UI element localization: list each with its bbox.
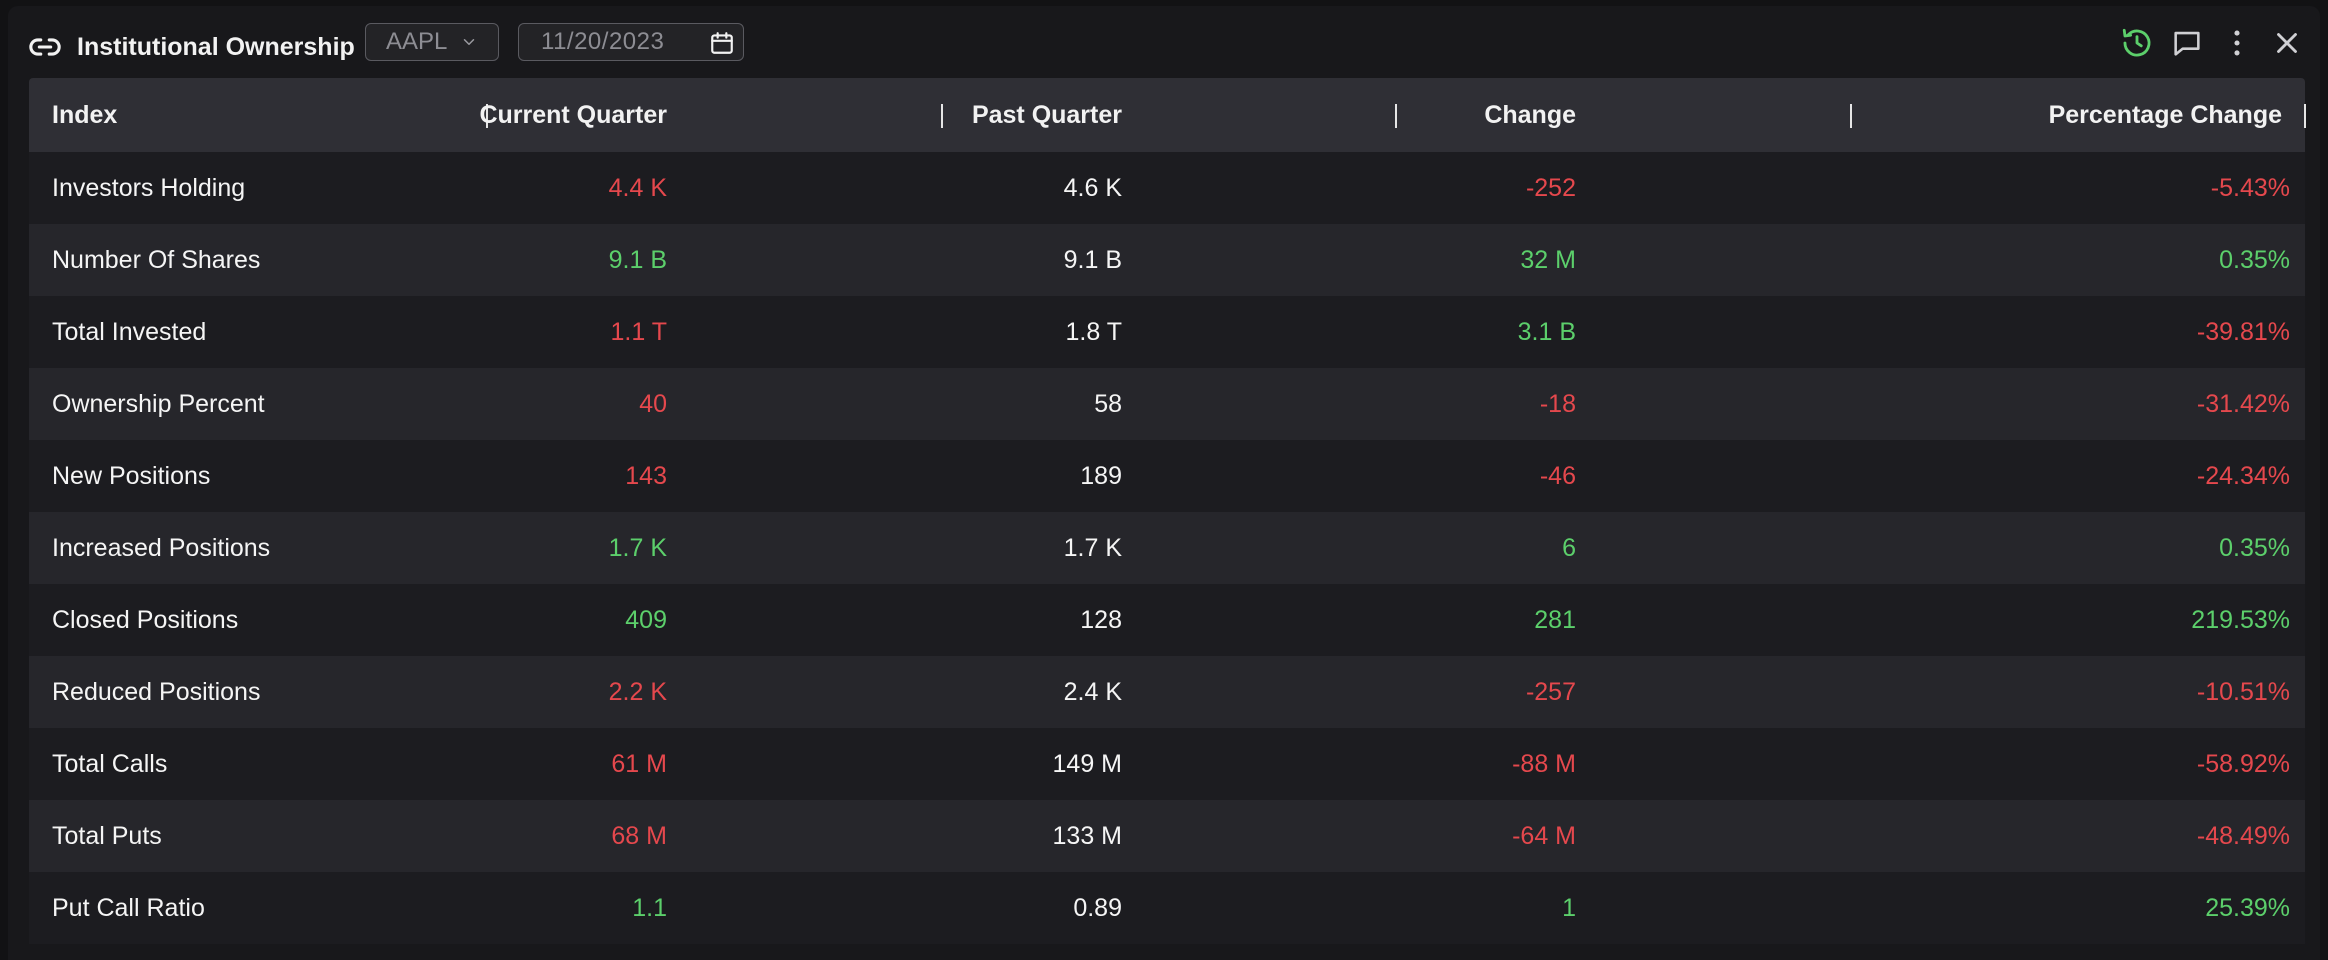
cell-index: Increased Positions [52, 534, 271, 562]
link-icon[interactable] [28, 30, 62, 64]
table-row[interactable]: Number Of Shares 9.1 B 9.1 B 32 M 0.35% [29, 224, 2305, 296]
cell-percentage-change: 219.53% [2191, 606, 2290, 634]
history-icon[interactable] [2120, 26, 2154, 60]
calendar-icon[interactable] [709, 30, 735, 56]
cell-index: Ownership Percent [52, 390, 265, 418]
table-row[interactable]: Put Call Ratio 1.1 0.89 1 25.39% [29, 872, 2305, 944]
cell-current-quarter: 40 [639, 390, 667, 418]
cell-past-quarter: 58 [1094, 390, 1122, 418]
cell-percentage-change: -10.51% [2196, 678, 2290, 706]
widget-title: Institutional Ownership [77, 33, 355, 61]
cell-current-quarter: 4.4 K [608, 174, 667, 202]
cell-current-quarter: 1.7 K [608, 534, 667, 562]
column-resize-handle[interactable] [2304, 104, 2306, 128]
cell-past-quarter: 128 [1080, 606, 1122, 634]
table-row[interactable]: New Positions 143 189 -46 -24.34% [29, 440, 2305, 512]
column-resize-handle[interactable] [486, 104, 488, 128]
table-row[interactable]: Total Calls 61 M 149 M -88 M -58.92% [29, 728, 2305, 800]
cell-index: Closed Positions [52, 606, 239, 634]
column-resize-handle[interactable] [1395, 104, 1397, 128]
comment-icon[interactable] [2170, 26, 2204, 60]
cell-past-quarter: 1.7 K [1063, 534, 1122, 562]
cell-index: Total Calls [52, 750, 168, 778]
table-row[interactable]: Investors Holding 4.4 K 4.6 K -252 -5.43% [29, 152, 2305, 224]
cell-past-quarter: 4.6 K [1063, 174, 1122, 202]
cell-index: Reduced Positions [52, 678, 261, 706]
cell-percentage-change: -39.81% [2196, 318, 2290, 346]
cell-change: 3.1 B [1517, 318, 1576, 346]
table-row[interactable]: Closed Positions 409 128 281 219.53% [29, 584, 2305, 656]
table-row[interactable]: Total Invested 1.1 T 1.8 T 3.1 B -39.81% [29, 296, 2305, 368]
more-vertical-icon[interactable] [2220, 26, 2254, 60]
column-header-change[interactable]: Change [1484, 101, 1576, 129]
cell-change: -64 M [1512, 822, 1576, 850]
cell-index: Total Puts [52, 822, 162, 850]
ticker-value: AAPL [386, 28, 448, 55]
cell-change: 281 [1534, 606, 1576, 634]
cell-current-quarter: 61 M [611, 750, 667, 778]
table-header: Index Current Quarter Past Quarter Chang… [29, 78, 2306, 152]
cell-index: Total Invested [52, 318, 207, 346]
cell-past-quarter: 149 M [1052, 750, 1122, 778]
cell-past-quarter: 9.1 B [1063, 246, 1122, 274]
cell-index: Put Call Ratio [52, 894, 205, 922]
cell-past-quarter: 189 [1080, 462, 1122, 490]
cell-past-quarter: 0.89 [1073, 894, 1122, 922]
institutional-ownership-widget: Institutional Ownership AAPL 11/20/2023 [8, 6, 2320, 960]
chevron-down-icon [463, 39, 475, 45]
cell-past-quarter: 2.4 K [1063, 678, 1122, 706]
date-input[interactable]: 11/20/2023 [518, 23, 744, 61]
table-row[interactable]: Reduced Positions 2.2 K 2.4 K -257 -10.51% [29, 656, 2305, 728]
cell-index: Investors Holding [52, 174, 246, 202]
cell-current-quarter: 1.1 T [610, 318, 667, 346]
cell-percentage-change: -24.34% [2196, 462, 2290, 490]
table-row[interactable]: Ownership Percent 40 58 -18 -31.42% [29, 368, 2305, 440]
cell-past-quarter: 133 M [1052, 822, 1122, 850]
ticker-select[interactable]: AAPL [365, 23, 499, 61]
cell-current-quarter: 68 M [611, 822, 667, 850]
cell-change: 6 [1562, 534, 1576, 562]
cell-change: -252 [1525, 174, 1576, 202]
cell-change: -46 [1539, 462, 1576, 490]
cell-change: 32 M [1520, 246, 1576, 274]
cell-current-quarter: 409 [625, 606, 667, 634]
cell-percentage-change: 0.35% [2219, 534, 2290, 562]
column-header-index[interactable]: Index [52, 101, 118, 129]
ownership-table: Index Current Quarter Past Quarter Chang… [29, 78, 2306, 944]
close-icon[interactable] [2270, 26, 2304, 60]
column-header-past-quarter[interactable]: Past Quarter [971, 101, 1122, 129]
column-header-percentage-change[interactable]: Percentage Change [2048, 101, 2282, 129]
date-value: 11/20/2023 [541, 28, 665, 55]
cell-change: -18 [1539, 390, 1576, 418]
cell-current-quarter: 2.2 K [608, 678, 667, 706]
cell-past-quarter: 1.8 T [1065, 318, 1122, 346]
cell-percentage-change: 25.39% [2205, 894, 2290, 922]
cell-percentage-change: -58.92% [2196, 750, 2290, 778]
cell-index: New Positions [52, 462, 211, 490]
cell-percentage-change: -5.43% [2210, 174, 2290, 202]
column-resize-handle[interactable] [1850, 104, 1852, 128]
table-row[interactable]: Total Puts 68 M 133 M -64 M -48.49% [29, 800, 2305, 872]
column-resize-handle[interactable] [941, 104, 943, 128]
cell-percentage-change: -48.49% [2196, 822, 2290, 850]
table-body: Investors Holding 4.4 K 4.6 K -252 -5.43% Num… [29, 152, 2305, 944]
cell-current-quarter: 143 [625, 462, 667, 490]
column-header-current-quarter[interactable]: Current Quarter [479, 101, 667, 129]
cell-change: 1 [1562, 894, 1576, 922]
cell-change: -88 M [1512, 750, 1576, 778]
cell-current-quarter: 1.1 [632, 894, 667, 922]
cell-percentage-change: -31.42% [2196, 390, 2290, 418]
cell-current-quarter: 9.1 B [608, 246, 667, 274]
cell-change: -257 [1525, 678, 1576, 706]
table-row[interactable]: Increased Positions 1.7 K 1.7 K 6 0.35% [29, 512, 2305, 584]
cell-index: Number Of Shares [52, 246, 261, 274]
widget-header: Institutional Ownership AAPL 11/20/2023 [8, 6, 2320, 78]
cell-percentage-change: 0.35% [2219, 246, 2290, 274]
